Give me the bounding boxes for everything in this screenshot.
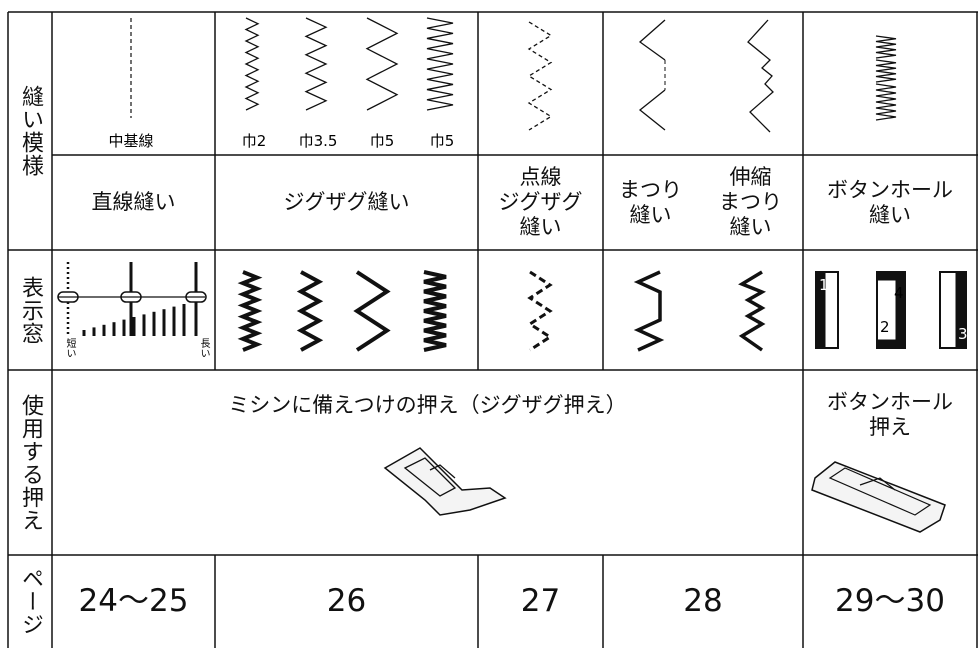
illustration xyxy=(353,270,391,352)
stitch-illustrations xyxy=(57,17,967,533)
pattern-label: 中基線 xyxy=(108,132,154,150)
text-line: 直線縫い xyxy=(91,190,176,215)
text-line: 押え xyxy=(869,415,911,439)
illustration xyxy=(876,271,906,281)
presser-foot: ボタンホール 押え xyxy=(803,380,977,450)
illustration xyxy=(875,59,897,83)
text-line: まつり xyxy=(719,190,782,215)
page-number: 28 xyxy=(683,583,723,620)
illustration xyxy=(237,270,263,352)
stitch-name: ジグザグ縫い xyxy=(215,155,478,250)
row-header: ページ xyxy=(17,567,43,636)
presser-foot: ミシンに備えつけの押え（ジグザグ押え） xyxy=(228,392,627,417)
grid xyxy=(7,11,978,648)
row-header: 使用する押え xyxy=(17,393,43,532)
text-line: ジグザグ xyxy=(498,190,583,215)
text-line: ボタンホール xyxy=(827,177,953,202)
stitch-name: 直線縫い xyxy=(52,155,215,250)
illustration xyxy=(426,17,454,111)
stitch-name: ボタンホール 縫い xyxy=(803,155,977,250)
display-label: 長い xyxy=(198,338,209,358)
illustration xyxy=(403,457,457,497)
illustration xyxy=(875,83,897,121)
row-header: 縫い模様 xyxy=(17,85,43,177)
illustration xyxy=(527,21,553,131)
text-line: 縫い xyxy=(629,202,672,227)
row-header: 表示窓 xyxy=(17,275,43,345)
text-line: 縫い xyxy=(869,202,911,227)
text-line: 縫い xyxy=(519,214,562,239)
step-number: 3 xyxy=(958,325,968,343)
illustration xyxy=(811,461,946,533)
illustration xyxy=(895,279,906,341)
text-line: ボタンホール xyxy=(827,390,953,415)
stitch-name: 点線 ジグザグ 縫い xyxy=(478,155,603,250)
page-number: 29～30 xyxy=(835,583,945,620)
illustration xyxy=(527,270,553,352)
illustration xyxy=(304,17,328,111)
pattern-label: 巾5 xyxy=(369,132,395,150)
illustration xyxy=(738,270,767,352)
page-number: 27 xyxy=(520,583,561,620)
illustration xyxy=(244,17,260,111)
pattern-label: 巾5 xyxy=(429,132,455,150)
text-line: まつり xyxy=(619,177,682,202)
text-line: 伸縮 xyxy=(729,165,772,190)
illustration xyxy=(423,270,447,352)
text-line: 点線 xyxy=(519,165,562,190)
illustration xyxy=(296,270,324,352)
pattern-label: 巾3.5 xyxy=(298,132,338,150)
pattern-label: 巾2 xyxy=(241,132,267,150)
illustration xyxy=(747,19,774,133)
stitch-name: 伸縮 まつり 縫い xyxy=(698,155,803,250)
illustration xyxy=(633,270,665,352)
illustration xyxy=(815,271,826,349)
illustration xyxy=(875,35,897,59)
page-number: 24～25 xyxy=(78,583,189,620)
display-label: 短い xyxy=(64,338,75,358)
page-number: 26 xyxy=(326,583,367,620)
step-number: 1 xyxy=(819,276,829,294)
step-number: 4 xyxy=(894,284,904,302)
illustration xyxy=(955,271,967,349)
step-number: 2 xyxy=(880,318,890,336)
stitch-name: まつり 縫い xyxy=(603,155,698,250)
text-line: ジグザグ縫い xyxy=(283,190,410,215)
illustration xyxy=(383,447,507,516)
illustration xyxy=(876,339,906,349)
illustration xyxy=(638,19,666,61)
illustration xyxy=(638,89,666,131)
illustration xyxy=(365,17,399,111)
text-line: 縫い xyxy=(729,214,772,239)
illustration xyxy=(828,467,932,516)
